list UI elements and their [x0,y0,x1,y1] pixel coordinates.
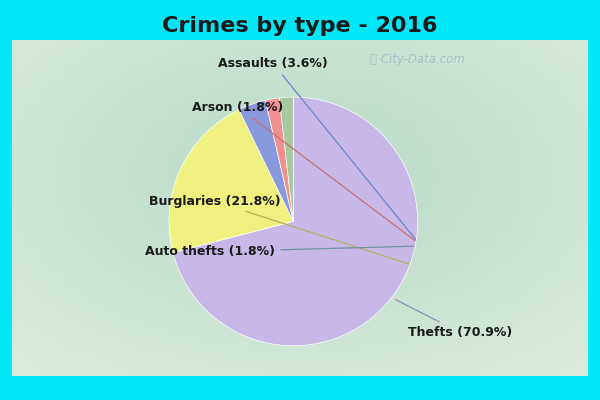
Text: Thefts (70.9%): Thefts (70.9%) [395,299,512,339]
Text: Burglaries (21.8%): Burglaries (21.8%) [149,195,409,264]
Text: Crimes by type - 2016: Crimes by type - 2016 [162,16,438,36]
Wedge shape [173,97,418,346]
Wedge shape [279,97,293,222]
Text: Arson (1.8%): Arson (1.8%) [193,101,415,240]
Wedge shape [239,100,293,222]
Text: Assaults (3.6%): Assaults (3.6%) [218,57,415,239]
Wedge shape [265,98,293,222]
Text: ⓘ City-Data.com: ⓘ City-Data.com [370,54,464,66]
Wedge shape [169,110,293,252]
Text: Auto thefts (1.8%): Auto thefts (1.8%) [145,245,413,258]
